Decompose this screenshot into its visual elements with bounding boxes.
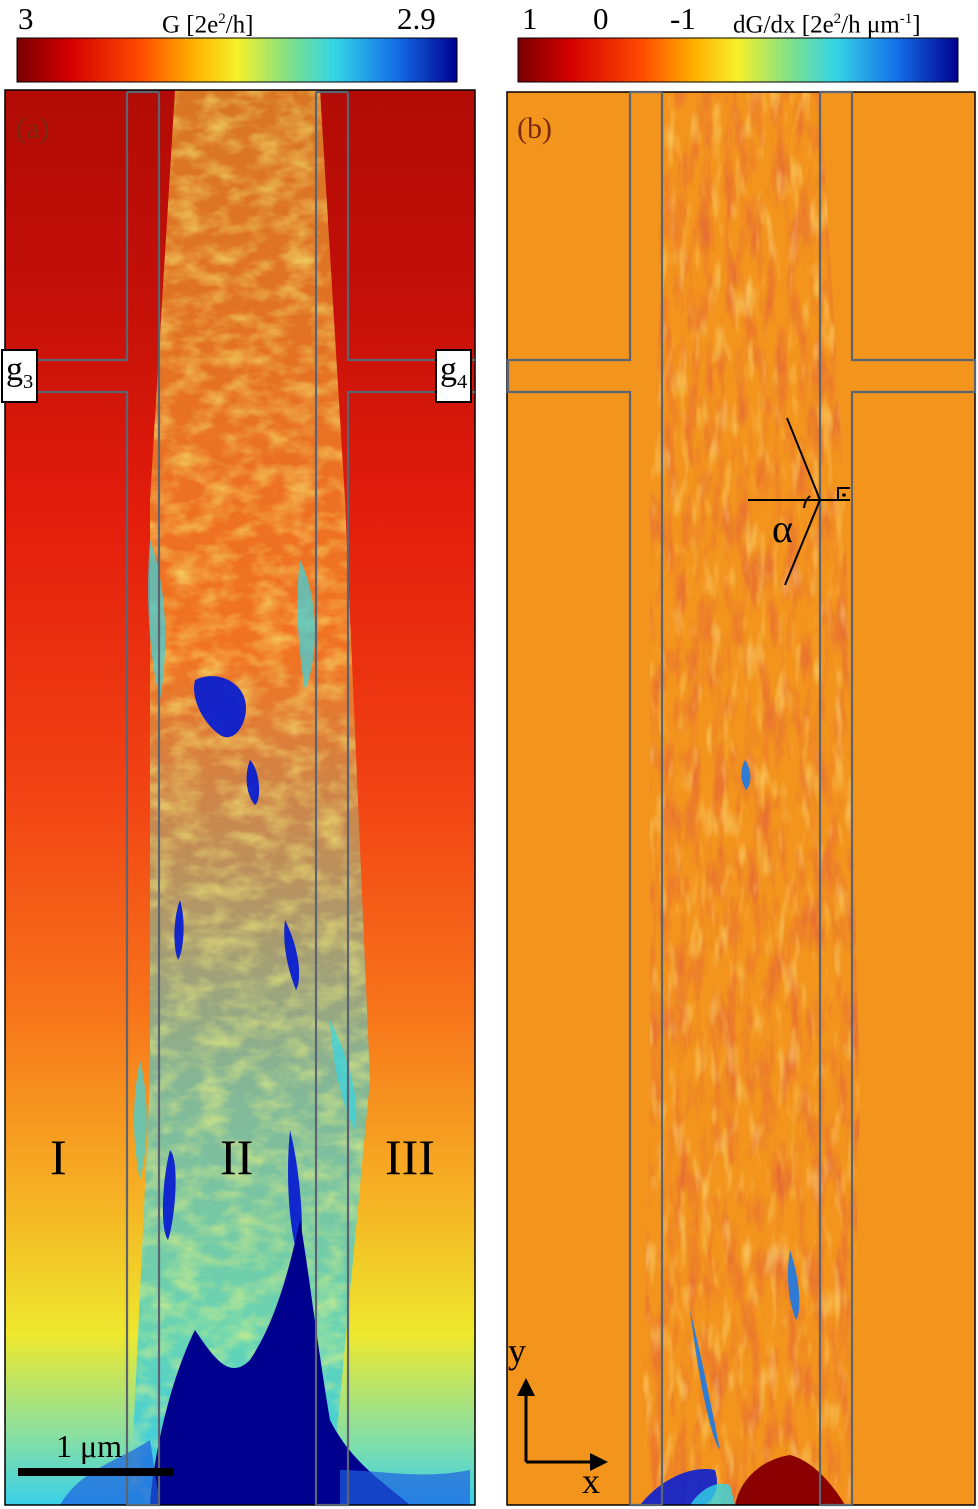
gate-g3-label: g3 bbox=[1, 349, 39, 403]
angle-construction bbox=[748, 417, 850, 586]
panel-b-map bbox=[507, 92, 975, 1505]
colorbar-a-title: G [2e2/h] bbox=[162, 4, 254, 40]
scale-bar bbox=[18, 1468, 174, 1476]
panel-a-bottom-pool bbox=[150, 1220, 410, 1505]
colorbar-a-max-label: 2.9 bbox=[397, 1, 436, 36]
colorbar-b-tick-2: 0 bbox=[593, 1, 609, 36]
region-label-III: III bbox=[385, 1129, 435, 1185]
panel-b-contacts-outline bbox=[506, 90, 977, 1507]
region-label-II: II bbox=[220, 1129, 254, 1185]
panel-b-frame bbox=[506, 91, 976, 1506]
panel-a-label: (a) bbox=[16, 112, 50, 145]
panel-a-frame bbox=[4, 89, 476, 1506]
colorbar-b-title-main: dG/dx [2e bbox=[733, 11, 834, 39]
colorbar-b-title: dG/dx [2e2/h μm-1] bbox=[733, 4, 921, 40]
colorbar-a bbox=[16, 37, 458, 83]
panel-a-map bbox=[5, 90, 475, 1505]
colorbar-a-title-tail: /h] bbox=[225, 11, 254, 39]
region-label-I: I bbox=[50, 1129, 67, 1185]
angle-alpha-label: α bbox=[772, 506, 793, 551]
gate-g3-sub: 3 bbox=[23, 370, 34, 393]
colorbar-a-title-sup: 2 bbox=[218, 11, 226, 27]
colorbar-b-title-tail: ] bbox=[912, 11, 921, 39]
xy-axes bbox=[524, 1392, 596, 1464]
colorbar-b-title-mid: /h μm bbox=[841, 11, 900, 39]
panel-b-bottom-dark-region bbox=[735, 1455, 845, 1505]
colorbar-b bbox=[517, 37, 959, 83]
right-angle-dot bbox=[842, 493, 846, 497]
x-axis-label: x bbox=[582, 1461, 600, 1501]
colorbar-b-title-sup2: -1 bbox=[899, 11, 913, 27]
panel-b-label: (b) bbox=[517, 112, 552, 145]
gate-g4-sub: 4 bbox=[457, 370, 468, 393]
colorbar-a-title-main: G [2e bbox=[162, 11, 219, 39]
gate-g4-label: g4 bbox=[435, 349, 473, 403]
x-arrow-head bbox=[590, 1453, 608, 1471]
colorbar-a-min-label: 3 bbox=[18, 1, 34, 36]
gate-g3-main: g bbox=[6, 351, 23, 388]
gate-g4-main: g bbox=[440, 351, 457, 388]
scale-bar-label: 1 μm bbox=[56, 1428, 123, 1464]
panel-a-contacts-outline bbox=[5, 90, 475, 1507]
colorbar-b-tick-3: -1 bbox=[670, 1, 696, 36]
colorbar-b-tick-1: 1 bbox=[522, 1, 538, 36]
y-arrow-head bbox=[517, 1378, 535, 1396]
colorbar-b-title-sup: 2 bbox=[833, 11, 842, 27]
y-axis-label: y bbox=[508, 1331, 526, 1371]
